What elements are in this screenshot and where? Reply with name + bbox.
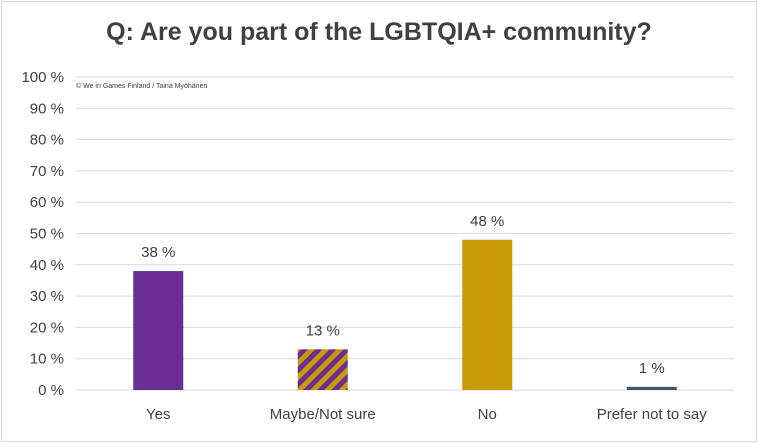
y-tick-label: 30 % bbox=[30, 288, 64, 305]
bar-no bbox=[462, 239, 513, 390]
data-label: 48 % bbox=[470, 213, 504, 230]
credit-text: © We in Games Finland / Taina Myöhänen bbox=[76, 82, 207, 90]
y-tick-label: 0 % bbox=[38, 382, 64, 399]
bars bbox=[133, 239, 677, 390]
gridlines bbox=[76, 76, 734, 391]
bar-yes bbox=[133, 271, 184, 390]
data-label: 38 % bbox=[141, 244, 175, 261]
bar-prefer-not-to-say bbox=[626, 386, 677, 390]
y-tick-label: 80 % bbox=[30, 132, 64, 149]
y-tick-label: 50 % bbox=[30, 226, 64, 243]
data-labels: 38 % 13 % 48 % 1 % bbox=[141, 213, 665, 377]
x-tick-label: Maybe/Not sure bbox=[270, 406, 376, 423]
y-tick-label: 40 % bbox=[30, 257, 64, 274]
x-tick-label: No bbox=[478, 406, 497, 423]
x-tick-label: Prefer not to say bbox=[597, 406, 708, 423]
y-tick-label: 100 % bbox=[21, 69, 64, 86]
x-tick-label: Yes bbox=[146, 406, 170, 423]
y-tick-label: 70 % bbox=[30, 163, 64, 180]
y-tick-label: 60 % bbox=[30, 194, 64, 211]
y-axis-tick-labels: 0 % 10 % 20 % 30 % 40 % 50 % 60 % 70 % 80 % 90 % 1… bbox=[21, 69, 64, 399]
data-label: 13 % bbox=[306, 322, 340, 339]
y-tick-label: 90 % bbox=[30, 100, 64, 117]
y-tick-label: 10 % bbox=[30, 351, 64, 368]
x-axis-tick-labels: Yes Maybe/Not sure No Prefer not to say bbox=[146, 406, 707, 423]
data-label: 1 % bbox=[639, 360, 665, 377]
bar-maybe-not-sure bbox=[297, 349, 348, 390]
y-tick-label: 20 % bbox=[30, 319, 64, 336]
chart-title: Q: Are you part of the LGBTQIA+ communit… bbox=[106, 18, 652, 46]
